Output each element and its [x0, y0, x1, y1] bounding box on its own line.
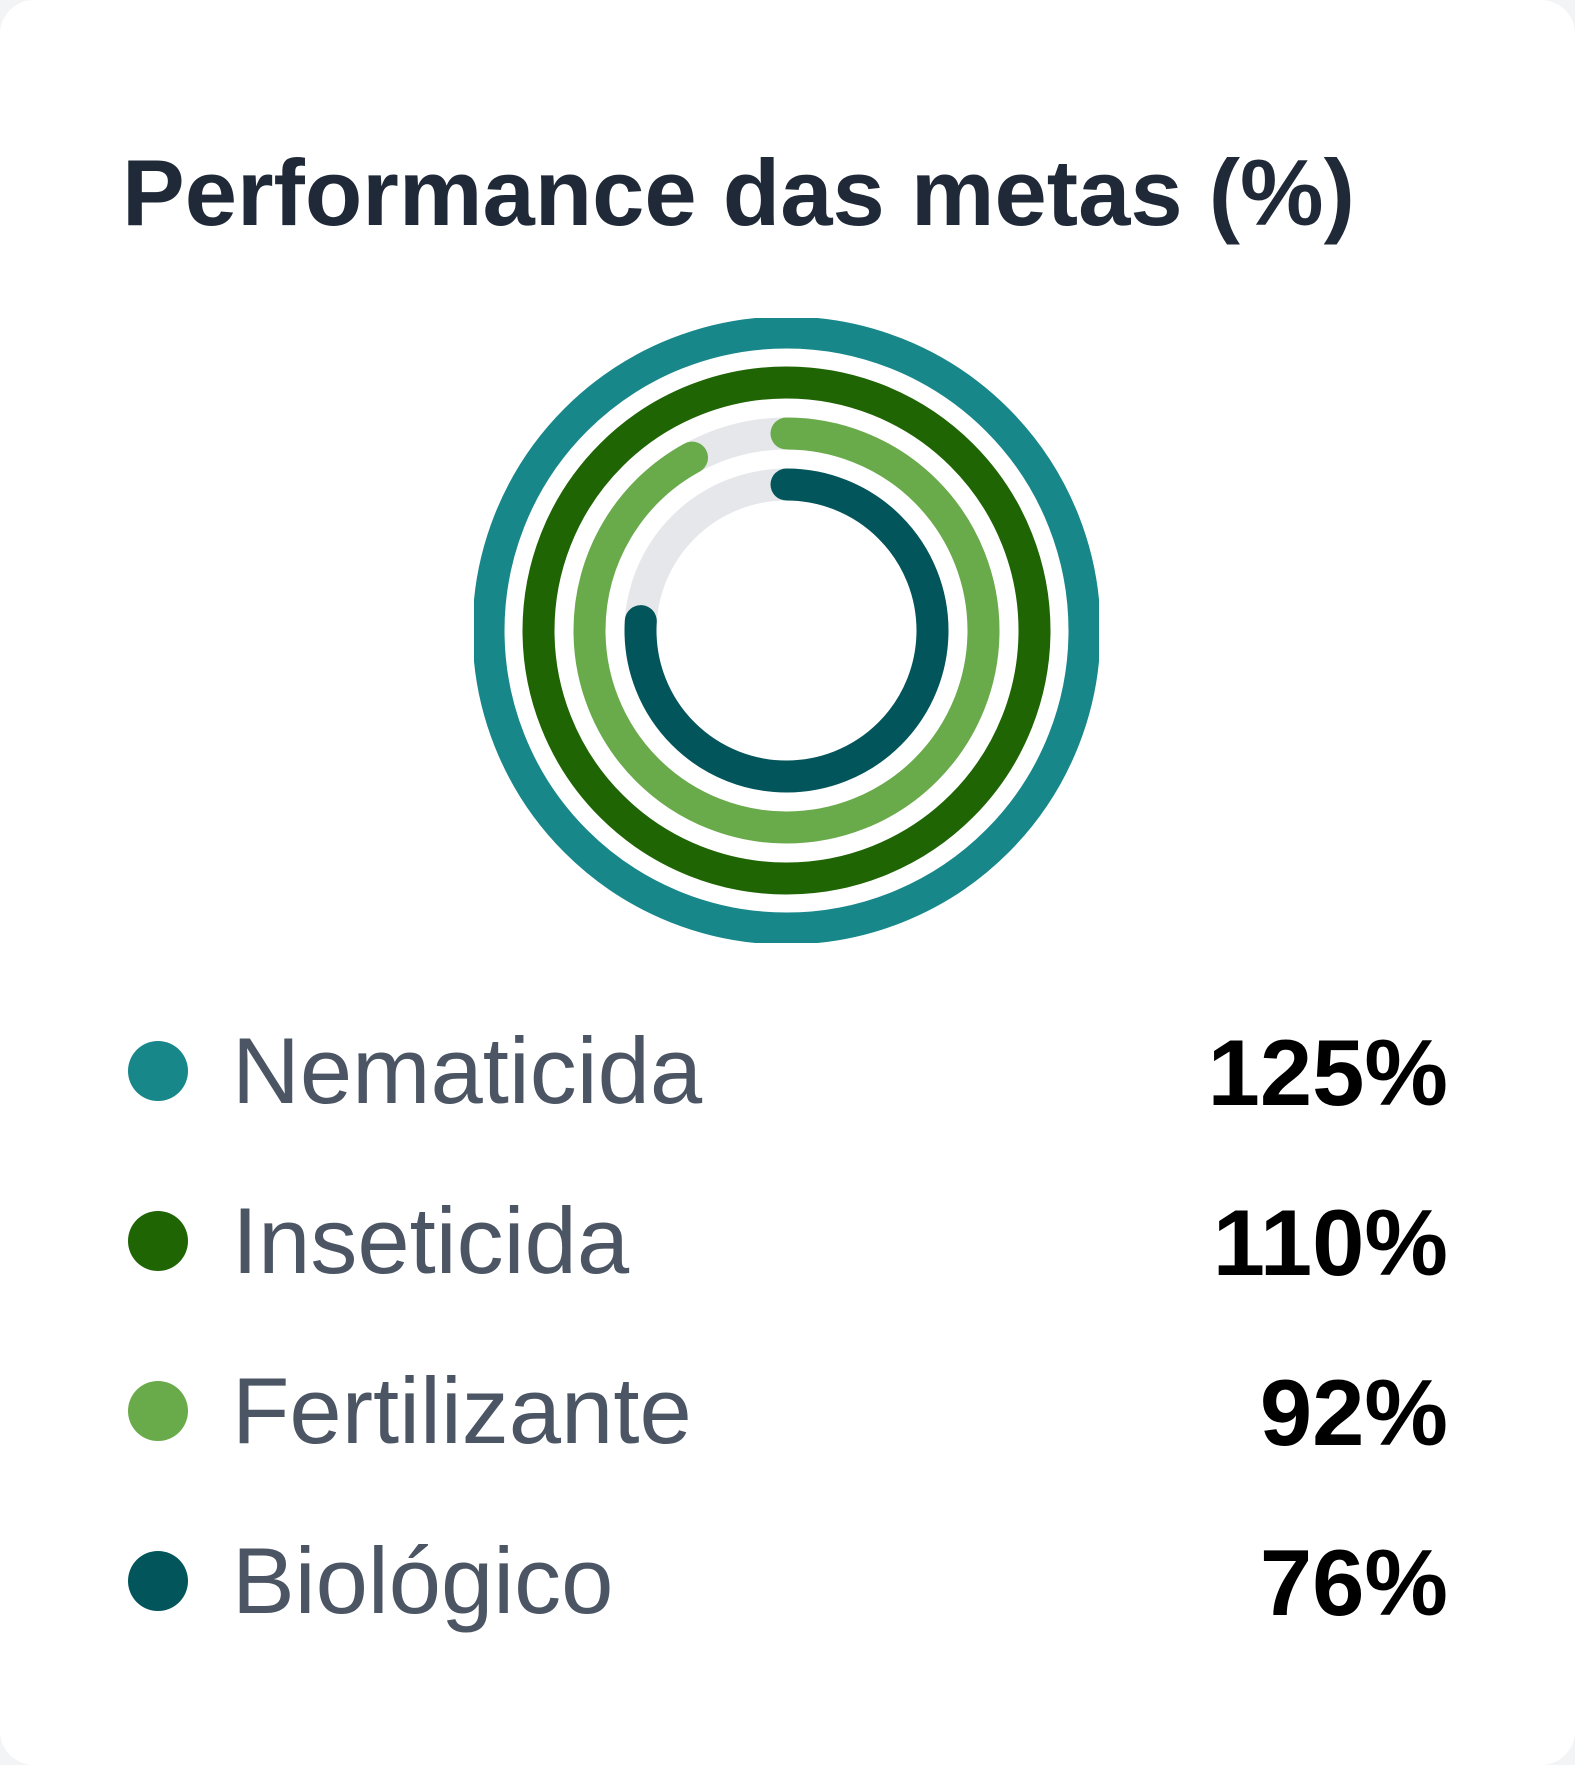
chart-title: Performance das metas (%) [122, 140, 1355, 245]
legend-label-biologico: Biológico [232, 1528, 614, 1633]
legend-label-nematicida: Nematicida [232, 1018, 703, 1123]
legend-value-nematicida: 125% [1207, 1020, 1448, 1125]
ring-bar-biologico [624, 468, 949, 793]
ring-bar-nematicida [474, 318, 1099, 943]
legend-dot-fertilizante [128, 1381, 188, 1441]
legend-value-biologico: 76% [1259, 1530, 1448, 1635]
legend-item-biologico: Biológico 76% [128, 1522, 1448, 1692]
legend-item-nematicida: Nematicida 125% [128, 1012, 1448, 1182]
ring-bar-fertilizante [573, 417, 1000, 844]
ring-bar-inseticida [522, 366, 1051, 895]
legend-dot-inseticida [128, 1211, 188, 1271]
legend-dot-biologico [128, 1551, 188, 1611]
radial-bar-chart [474, 318, 1099, 943]
legend-value-fertilizante: 92% [1259, 1360, 1448, 1465]
legend-value-inseticida: 110% [1212, 1190, 1448, 1295]
legend-label-fertilizante: Fertilizante [232, 1358, 692, 1463]
legend-item-inseticida: Inseticida 110% [128, 1182, 1448, 1352]
legend-label-inseticida: Inseticida [232, 1188, 630, 1293]
legend-item-fertilizante: Fertilizante 92% [128, 1352, 1448, 1522]
legend-dot-nematicida [128, 1041, 188, 1101]
chart-legend: Nematicida 125% Inseticida 110% Fertiliz… [128, 1012, 1448, 1692]
